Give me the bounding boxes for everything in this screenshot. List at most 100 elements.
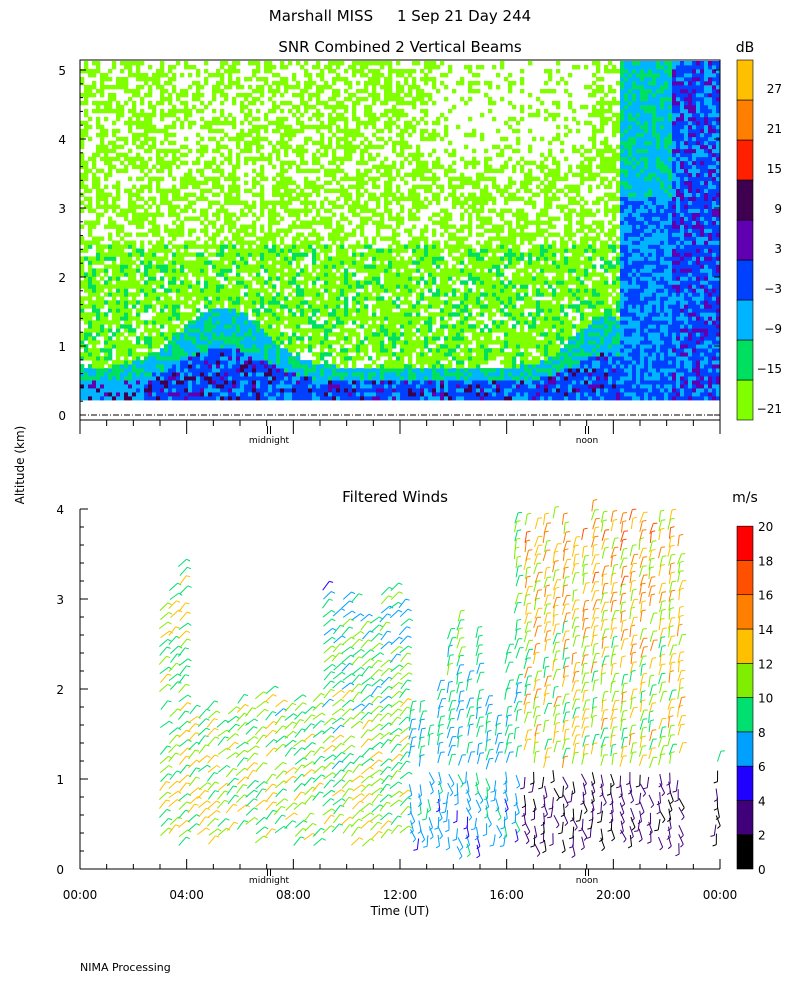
snr-cell	[212, 136, 217, 142]
snr-cell	[372, 220, 377, 225]
snr-cell	[296, 344, 301, 349]
snr-cell	[104, 356, 109, 361]
snr-cell	[164, 320, 169, 325]
snr-cell	[372, 264, 377, 269]
snr-cell	[248, 108, 253, 114]
snr-cell	[348, 64, 353, 70]
snr-cell	[400, 368, 405, 373]
snr-cell	[400, 196, 405, 201]
snr-cell	[204, 164, 209, 170]
snr-cell	[212, 320, 217, 325]
snr-cell	[120, 300, 125, 305]
snr-cell	[280, 276, 285, 281]
snr-cell	[340, 352, 345, 357]
snr-cell	[256, 116, 261, 122]
snr-cell	[128, 268, 133, 273]
snr-cell	[280, 356, 285, 361]
snr-cell	[216, 312, 221, 317]
snr-cell	[120, 368, 125, 373]
snr-cell	[348, 376, 353, 381]
snr-cell	[84, 248, 89, 253]
snr-cell	[328, 172, 333, 178]
snr-cell	[384, 328, 389, 333]
snr-cell	[404, 92, 409, 98]
snr-cell	[296, 308, 301, 313]
snr-cell	[308, 372, 313, 377]
snr-cell	[92, 220, 97, 225]
snr-cell	[400, 72, 405, 78]
snr-cell	[84, 204, 89, 209]
snr-cell	[252, 116, 257, 122]
snr-cell	[124, 360, 129, 365]
snr-cell	[312, 204, 317, 209]
snr-cell	[328, 396, 333, 401]
snr-cell	[284, 144, 289, 150]
snr-cell	[224, 220, 229, 225]
snr-cell	[176, 276, 181, 281]
snr-cell	[240, 396, 245, 401]
snr-cell	[84, 196, 89, 201]
snr-cell	[124, 252, 129, 257]
snr-cell	[428, 360, 433, 365]
snr-cell	[348, 336, 353, 341]
snr-cell	[280, 348, 285, 353]
snr-cell	[164, 348, 169, 353]
snr-cell	[208, 328, 213, 333]
snr-cell	[300, 112, 305, 118]
snr-cell	[128, 324, 133, 329]
snr-cell	[284, 272, 289, 277]
snr-cell	[360, 148, 365, 154]
snr-cell	[172, 368, 177, 373]
snr-cell	[92, 61, 97, 66]
snr-cell	[344, 340, 349, 345]
snr-cell	[416, 292, 421, 297]
snr-cell	[404, 100, 409, 106]
snr-cell	[164, 148, 169, 154]
snr-cell	[324, 368, 329, 373]
snr-cell	[84, 296, 89, 301]
snr-cell	[144, 232, 149, 237]
snr-cell	[308, 124, 313, 130]
snr-cell	[168, 324, 173, 329]
snr-cell	[252, 320, 257, 325]
snr-cell	[168, 168, 173, 174]
snr-cell	[216, 352, 221, 357]
snr-cell	[124, 284, 129, 289]
snr-cell	[388, 324, 393, 329]
snr-cell	[348, 92, 353, 98]
snr-cell	[260, 196, 265, 201]
snr-cell	[220, 332, 225, 337]
snr-cell	[316, 156, 321, 162]
snr-cell	[124, 312, 129, 317]
snr-cell	[140, 188, 145, 194]
snr-cell	[288, 356, 293, 361]
snr-cell	[340, 228, 345, 233]
snr-cell	[148, 360, 153, 365]
snr-cell	[184, 196, 189, 201]
snr-cell	[128, 344, 133, 349]
snr-cell	[120, 136, 125, 142]
snr-cell	[96, 108, 101, 114]
snr-cell	[248, 248, 253, 253]
snr-cell	[140, 216, 145, 221]
snr-cell	[148, 364, 153, 369]
snr-cell	[320, 140, 325, 146]
snr-cell	[144, 372, 149, 377]
snr-cell	[108, 244, 113, 249]
snr-cell	[124, 380, 129, 385]
snr-cell	[360, 61, 365, 66]
snr-cell	[84, 376, 89, 381]
snr-cell	[168, 108, 173, 114]
snr-cell	[168, 68, 173, 74]
snr-cell	[160, 312, 165, 317]
snr-cell	[312, 292, 317, 297]
snr-cell	[80, 152, 85, 158]
snr-cell	[200, 376, 205, 381]
snr-cell	[344, 152, 349, 158]
snr-cell	[132, 252, 137, 257]
snr-cell	[428, 132, 433, 138]
snr-cell	[268, 336, 273, 341]
snr-cell	[240, 120, 245, 126]
snr-cell	[408, 396, 413, 401]
snr-cell	[188, 168, 193, 174]
